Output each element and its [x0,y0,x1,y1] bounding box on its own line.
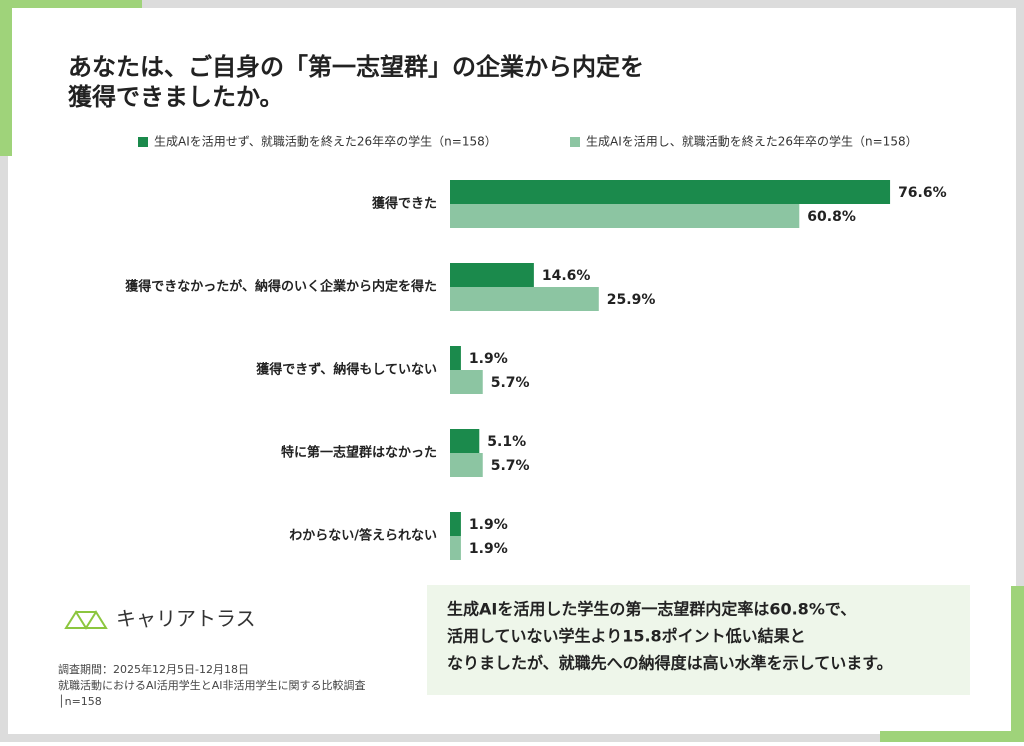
legend-label: 生成AIを活用し、就職活動を終えた26年卒の学生（n=158） [586,134,918,149]
value-label: 60.8% [807,209,856,225]
category-label: わからない/答えられない [289,528,437,544]
footnote: │n=158 [58,694,102,708]
bar [450,204,800,228]
category-label: 特に第一志望群はなかった [281,445,437,461]
title: 獲得できましたか。 [68,83,284,111]
bar [450,263,534,287]
category-label: 獲得できず、納得もしていない [256,362,437,378]
bar [450,180,891,204]
title: あなたは、ご自身の「第一志望群」の企業から内定を [68,53,644,81]
value-label: 5.7% [491,458,530,474]
value-label: 5.1% [487,434,526,450]
accent [880,731,1024,742]
bar [450,370,483,394]
bar [450,429,480,453]
logo-text: キャリアトラス [116,607,256,631]
value-label: 25.9% [607,292,656,308]
footnote: 調査期間：2025年12月5日-12月18日 [58,662,249,676]
callout-text: 生成AIを活用した学生の第一志望群内定率は60.8%で、 [447,600,856,619]
value-label: 5.7% [491,375,530,391]
accent [1011,586,1024,742]
callout-text: なりましたが、就職先への納得度は高い水準を示しています。 [447,654,893,673]
bar [450,536,461,560]
value-label: 76.6% [898,185,947,201]
bar [450,346,461,370]
logo-icon [64,610,108,630]
callout-text: 活用していない学生より15.8ポイント低い結果と [447,627,806,646]
legend-label: 生成AIを活用せず、就職活動を終えた26年卒の学生（n=158） [154,134,497,149]
callout-box [427,585,970,695]
legend-swatch [138,137,148,147]
legend-swatch [570,137,580,147]
value-label: 1.9% [469,541,508,557]
footnote: 就職活動におけるAI活用学生とAI非活用学生に関する比較調査 [58,678,366,692]
value-label: 1.9% [469,351,508,367]
accent [0,0,142,8]
bar [450,287,599,311]
bar [450,453,483,477]
value-label: 14.6% [542,268,591,284]
accent [0,0,12,156]
category-label: 獲得できなかったが、納得のいく企業から内定を得た [125,279,437,295]
bar [450,512,461,536]
value-label: 1.9% [469,517,508,533]
category-label: 獲得できた [372,196,437,212]
